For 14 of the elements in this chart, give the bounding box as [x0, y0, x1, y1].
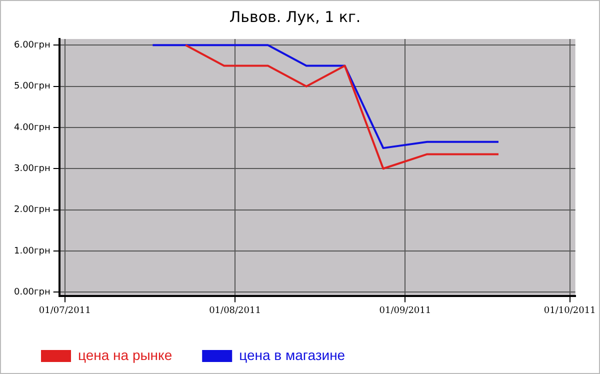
x-tick-label: 01/09/2011 [379, 306, 432, 316]
y-tick-label: 4.00грн [14, 122, 50, 133]
y-tick-label: 3.00грн [14, 164, 50, 174]
y-tick-label: 6.00грн [14, 40, 50, 51]
x-tick-label: 01/10/2011 [544, 306, 596, 316]
y-tick-label: 0.00грн [14, 287, 50, 298]
x-tick-label: 01/07/2011 [38, 306, 91, 316]
y-tick-label: 1.00грн [14, 246, 50, 256]
chart-title: Львов. Лук, 1 кг. [229, 8, 361, 26]
y-tick-label: 2.00грн [14, 205, 50, 216]
y-tick-label: 5.00грн [14, 82, 50, 92]
legend-label: цена в магазине [239, 346, 346, 363]
x-tick-label: 01/08/2011 [209, 306, 261, 316]
legend-label: цена на рынке [78, 346, 172, 363]
